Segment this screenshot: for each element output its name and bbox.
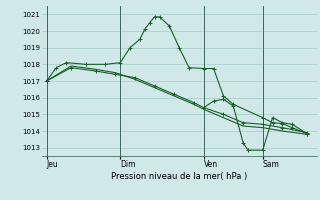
X-axis label: Pression niveau de la mer( hPa ): Pression niveau de la mer( hPa ) xyxy=(111,172,247,181)
